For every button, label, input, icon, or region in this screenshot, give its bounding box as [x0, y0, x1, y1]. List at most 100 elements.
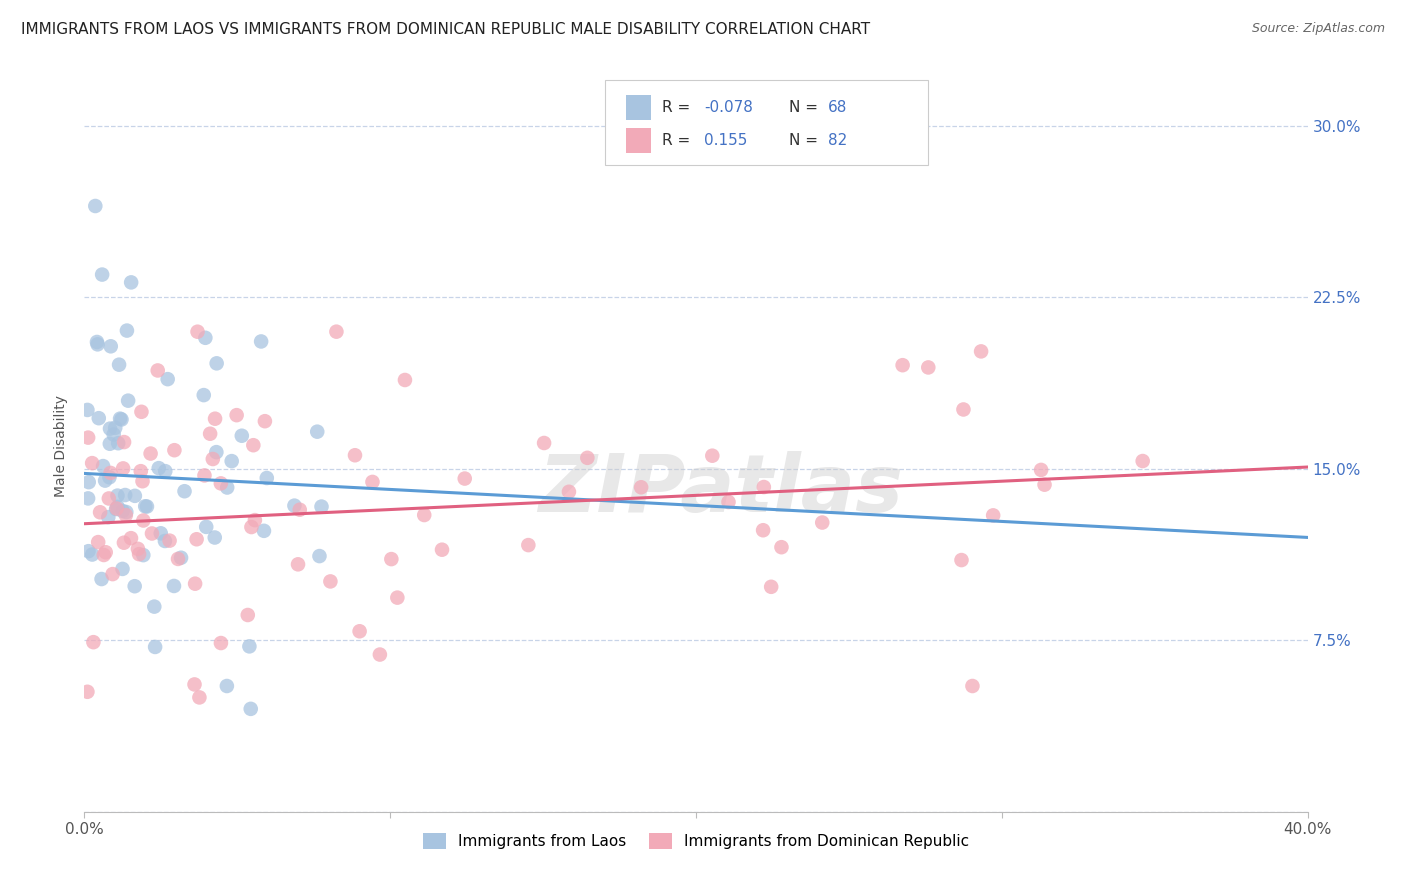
Point [153, 533, 176, 548]
Point [163, 579, 186, 593]
Point [238, 640, 260, 654]
Point [89, 505, 111, 519]
Point [98, 422, 121, 436]
Point [112, 435, 135, 450]
Point [891, 358, 914, 372]
Point [970, 344, 993, 359]
Point [90, 572, 112, 586]
Point [209, 476, 232, 491]
Point [84, 199, 107, 213]
Point [430, 542, 453, 557]
Point [77, 475, 100, 490]
Point [77, 431, 100, 445]
Point [950, 553, 973, 567]
Point [962, 679, 984, 693]
Point [131, 405, 153, 419]
Point [204, 531, 226, 545]
Point [143, 640, 166, 654]
Point [134, 500, 156, 514]
Point [82, 456, 104, 470]
Point [1033, 477, 1056, 491]
Point [97, 510, 120, 524]
Text: N =: N = [789, 100, 823, 114]
Point [361, 475, 384, 489]
Point [205, 356, 228, 370]
Point [86, 334, 108, 349]
Point [256, 471, 278, 485]
Point [454, 472, 477, 486]
Text: 82: 82 [828, 133, 848, 147]
Point [811, 516, 834, 530]
Point [128, 547, 150, 561]
Point [215, 679, 238, 693]
Point [167, 552, 190, 566]
Point [91, 459, 114, 474]
Point [380, 552, 402, 566]
Point [111, 504, 134, 518]
Point [242, 438, 264, 452]
Point [94, 545, 117, 559]
Point [1029, 463, 1052, 477]
Point [91, 268, 114, 282]
Point [981, 508, 1004, 523]
Text: N =: N = [789, 133, 823, 147]
Point [717, 495, 740, 509]
Point [752, 480, 775, 494]
Point [319, 574, 342, 589]
Point [163, 443, 186, 458]
Point [82, 548, 104, 562]
Point [82, 635, 104, 649]
Point [283, 499, 305, 513]
Text: ZIPatlas: ZIPatlas [538, 450, 903, 529]
Point [576, 450, 599, 465]
Point [141, 526, 163, 541]
Point [307, 425, 329, 439]
Point [124, 489, 146, 503]
Point [288, 502, 311, 516]
Point [112, 535, 135, 549]
Point [349, 624, 371, 639]
Point [253, 524, 276, 538]
Point [149, 526, 172, 541]
Point [752, 523, 775, 537]
Text: 0.155: 0.155 [704, 133, 748, 147]
Point [77, 491, 100, 506]
Point [76, 685, 98, 699]
Point [108, 358, 131, 372]
Point [917, 360, 939, 375]
Point [413, 508, 436, 522]
Point [155, 464, 177, 478]
Point [558, 484, 581, 499]
Point [98, 470, 121, 484]
Point [120, 276, 142, 290]
Point [105, 502, 128, 516]
Text: Source: ZipAtlas.com: Source: ZipAtlas.com [1251, 22, 1385, 36]
Point [97, 491, 120, 506]
Point [387, 591, 409, 605]
Point [110, 412, 132, 426]
Point [186, 325, 208, 339]
Point [107, 436, 129, 450]
Point [183, 677, 205, 691]
Point [236, 607, 259, 622]
Point [702, 449, 724, 463]
Point [159, 533, 181, 548]
Point [124, 579, 146, 593]
Point [217, 481, 239, 495]
Point [311, 500, 333, 514]
Point [193, 388, 215, 402]
Point [325, 325, 347, 339]
Text: IMMIGRANTS FROM LAOS VS IMMIGRANTS FROM DOMINICAN REPUBLIC MALE DISABILITY CORRE: IMMIGRANTS FROM LAOS VS IMMIGRANTS FROM … [21, 22, 870, 37]
Point [143, 599, 166, 614]
Point [131, 474, 153, 488]
Point [120, 531, 142, 545]
Text: -0.078: -0.078 [704, 100, 754, 114]
Point [112, 461, 135, 475]
Text: R =: R = [662, 100, 696, 114]
Point [115, 508, 138, 522]
Point [186, 533, 208, 547]
Point [533, 436, 555, 450]
Point [188, 690, 211, 705]
Point [198, 426, 221, 441]
Point [287, 558, 309, 572]
